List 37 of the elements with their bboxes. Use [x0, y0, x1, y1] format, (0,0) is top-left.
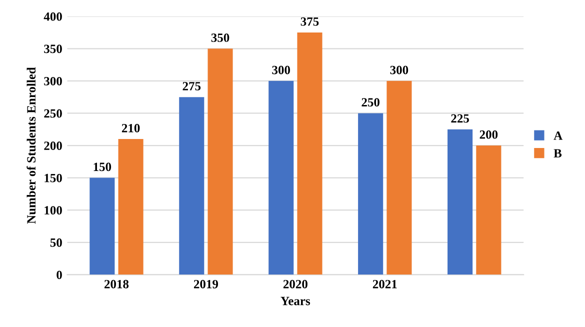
- data-label: 200: [480, 130, 498, 139]
- data-label: 250: [362, 98, 380, 107]
- bar: [208, 48, 233, 275]
- bar: [118, 139, 144, 275]
- y-tick-label: 0: [56, 270, 62, 280]
- bar: [297, 32, 322, 275]
- data-label: 150: [94, 162, 112, 172]
- y-tick-label: 250: [44, 109, 62, 118]
- data-label: 300: [272, 66, 290, 74]
- y-tick-label: 100: [44, 206, 62, 215]
- bar: [358, 113, 384, 275]
- data-label: 300: [390, 66, 408, 74]
- x-tick-label: 2019: [194, 280, 218, 288]
- y-tick-label: 200: [44, 142, 62, 150]
- y-tick-label: 400: [44, 12, 62, 21]
- bar: [476, 146, 502, 275]
- x-tick-label: 2021: [372, 280, 397, 288]
- data-label: 225: [451, 114, 469, 123]
- bar: [179, 97, 204, 275]
- y-tick-label: 300: [44, 76, 62, 86]
- x-tick-label: 2018: [104, 280, 129, 288]
- y-tick-label: 350: [44, 44, 62, 54]
- data-label: 210: [122, 124, 140, 132]
- legend-label: A: [554, 131, 563, 140]
- x-tick-label: 2020: [283, 280, 308, 288]
- y-tick-label: 150: [44, 174, 62, 182]
- bar: [90, 178, 115, 275]
- data-label: 350: [211, 34, 230, 42]
- data-label: 275: [182, 82, 201, 90]
- bar: [386, 80, 412, 275]
- bar: [448, 129, 473, 275]
- bar: [268, 80, 294, 275]
- data-label: 375: [300, 17, 319, 26]
- y-tick-label: 50: [50, 238, 62, 247]
- x-axis-title: Years: [280, 296, 310, 306]
- y-axis-title: Number of Students Enrolled: [26, 67, 36, 224]
- legend-label: B: [554, 149, 562, 158]
